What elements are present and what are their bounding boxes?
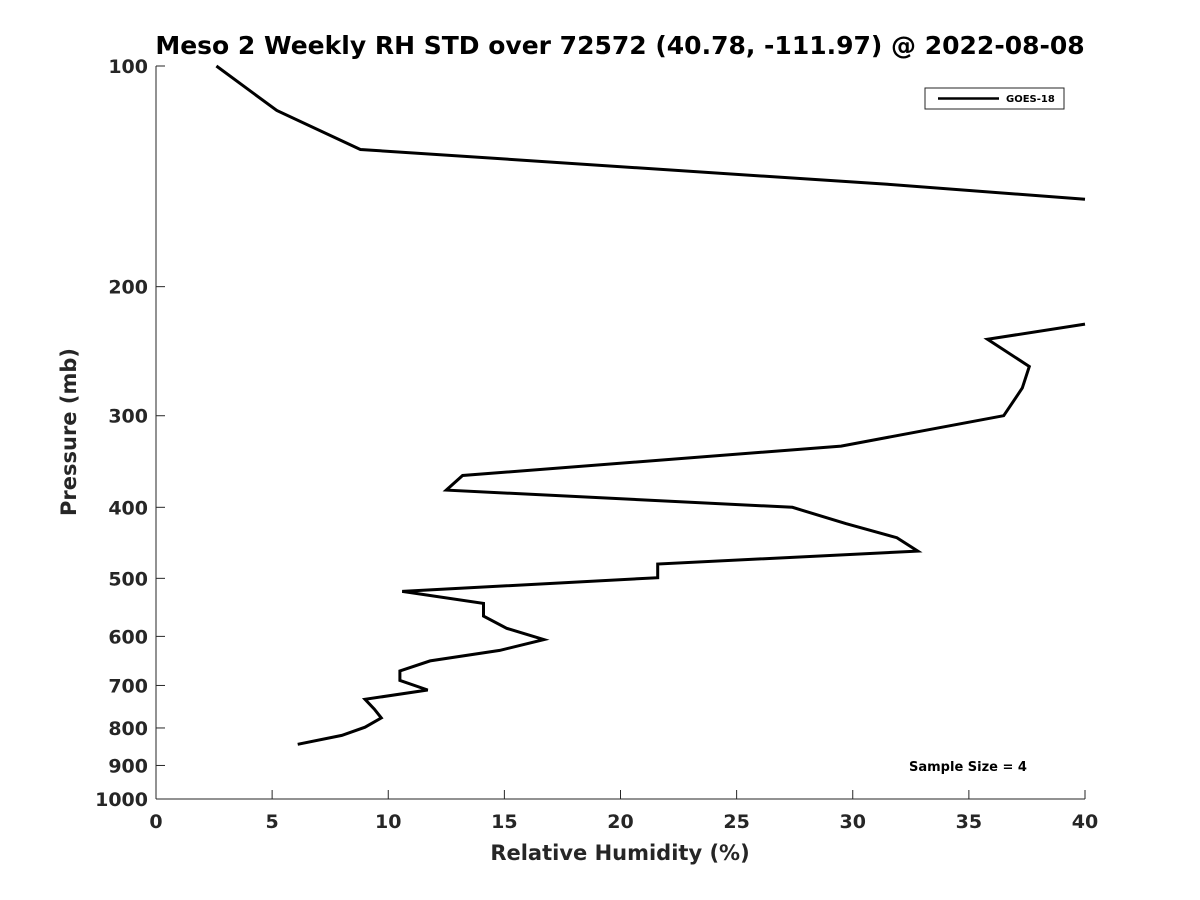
x-tick-label: 40 [1072, 811, 1098, 833]
x-tick-label: 30 [840, 811, 866, 833]
chart-title: Meso 2 Weekly RH STD over 72572 (40.78, … [155, 31, 1084, 60]
x-axis-ticks: 0 5 10 15 20 25 30 35 40 [149, 790, 1098, 833]
y-tick-label: 600 [108, 626, 148, 648]
y-tick-label: 400 [108, 497, 148, 519]
y-tick-label: 800 [108, 718, 148, 740]
y-tick-label: 300 [108, 406, 148, 428]
x-tick-label: 20 [607, 811, 633, 833]
y-axis-label: Pressure (mb) [57, 348, 81, 516]
x-axis-label: Relative Humidity (%) [490, 841, 749, 865]
y-tick-label: 500 [108, 568, 148, 590]
x-tick-label: 15 [491, 811, 517, 833]
x-tick-label: 10 [375, 811, 401, 833]
y-tick-label: 900 [108, 755, 148, 777]
y-axis-ticks: 100 200 300 400 500 600 700 800 900 1000 [95, 56, 165, 811]
x-tick-label: 25 [723, 811, 749, 833]
series-line-goes-18 [215, 64, 1086, 746]
y-tick-label: 1000 [95, 789, 148, 811]
sample-size-annotation: Sample Size = 4 [909, 760, 1027, 775]
legend: GOES-18 [924, 87, 1065, 110]
y-tick-label: 200 [108, 277, 148, 299]
x-tick-label: 35 [956, 811, 982, 833]
legend-label-goes-18: GOES-18 [1006, 94, 1055, 105]
x-tick-label: 0 [149, 811, 162, 833]
x-tick-label: 5 [266, 811, 279, 833]
series-layer [215, 64, 1086, 746]
y-tick-label: 700 [108, 675, 148, 697]
y-tick-label: 100 [108, 56, 148, 78]
